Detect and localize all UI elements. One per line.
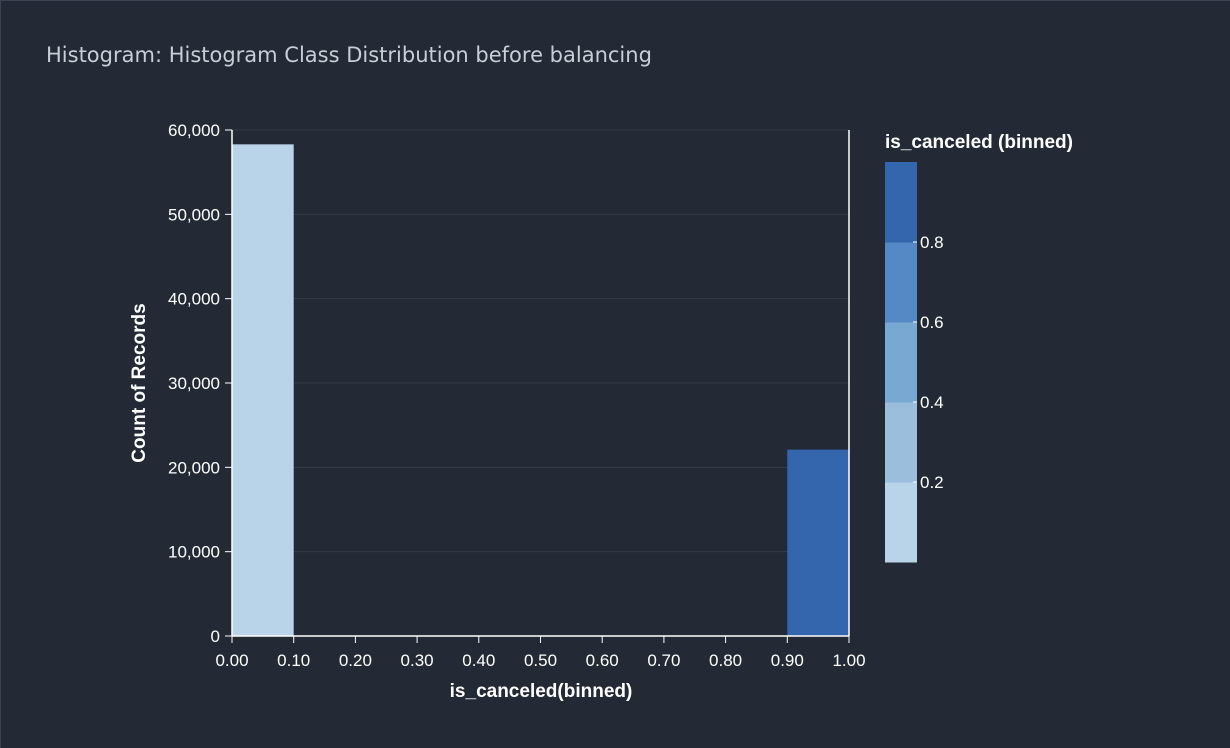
y-axis-title: Count of Records [129,303,150,462]
legend-swatch [885,242,917,323]
y-tick-label: 50,000 [168,205,220,224]
x-tick-label: 1.00 [832,651,865,670]
x-tick-label: 0.70 [647,651,680,670]
y-tick-label: 60,000 [168,121,220,140]
x-axis-title: is_canceled(binned) [450,681,633,702]
x-tick-label: 0.60 [586,651,619,670]
x-tick-label: 0.40 [462,651,495,670]
legend-swatch [885,322,917,403]
legend-swatch [885,402,917,483]
legend-color-ramp [885,162,917,563]
histogram-bar[interactable] [787,449,849,636]
legend-swatch [885,162,917,243]
legend-title: is_canceled (binned) [885,132,1073,153]
x-tick-label: 0.50 [524,651,557,670]
x-tick-label: 0.90 [771,651,804,670]
legend-swatch [885,482,917,563]
histogram-bar[interactable] [232,144,294,636]
legend-labels: 0.2 0.4 0.6 0.8 [913,233,944,492]
x-tick-label: 0.00 [215,651,248,670]
legend-label: 0.8 [920,233,944,252]
legend-label: 0.4 [920,393,944,412]
legend-label: 0.6 [920,313,944,332]
y-tick-label: 10,000 [168,543,220,562]
x-tick-label: 0.10 [277,651,310,670]
x-tick-label: 0.30 [401,651,434,670]
x-axis-ticks: 0.00 0.10 0.20 0.30 0.40 0.50 0.60 0.70 0.80 0.90… [215,636,866,670]
grid-lines [232,129,849,553]
histogram-bars [232,144,849,636]
legend-label: 0.2 [920,473,944,492]
y-tick-label: 20,000 [168,458,220,477]
panel-title: Histogram: Histogram Class Distribution … [46,43,652,67]
x-tick-label: 0.80 [709,651,742,670]
y-axis-ticks: 0 10,000 20,000 30,000 40,000 50,000 60,000 [168,121,232,646]
color-legend: is_canceled (binned) 0.2 0.4 0.6 0.8 [885,132,1073,563]
y-tick-label: 40,000 [168,290,220,309]
y-tick-label: 0 [211,627,220,646]
y-tick-label: 30,000 [168,374,220,393]
x-tick-label: 0.20 [339,651,372,670]
